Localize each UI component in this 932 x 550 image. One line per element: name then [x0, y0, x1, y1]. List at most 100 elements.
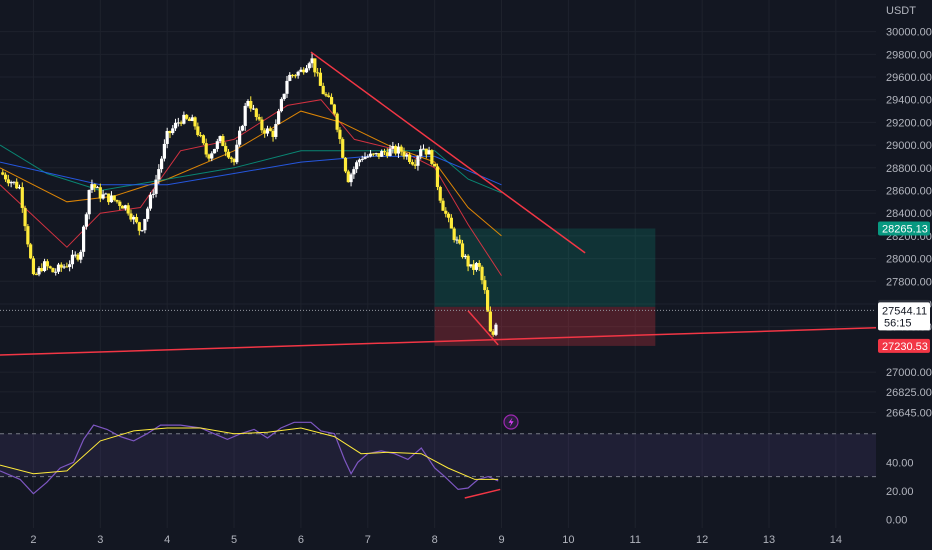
candle-body: [346, 171, 350, 183]
candle-body: [56, 264, 61, 272]
candle-body: [260, 119, 264, 131]
candle-body: [157, 169, 161, 180]
last-price-label: 27544.11: [882, 305, 927, 317]
candle-body: [327, 95, 331, 98]
candle-body: [9, 182, 13, 184]
candle-body: [160, 158, 164, 170]
candle-body: [288, 74, 292, 81]
candle-body: [212, 148, 217, 154]
candle-body: [430, 150, 434, 164]
candle-body: [438, 186, 442, 201]
candle-body: [302, 69, 306, 73]
time-tick-label: 6: [298, 534, 304, 546]
currency-label: USDT: [886, 5, 916, 17]
candle-body: [357, 159, 362, 163]
candle-body: [59, 264, 63, 268]
price-tick-label: 30000.00: [886, 27, 932, 39]
candle-body: [263, 130, 267, 134]
candle-body: [424, 148, 428, 155]
candle-body: [118, 201, 122, 206]
candle-body: [277, 111, 281, 125]
candle-body: [310, 58, 314, 64]
price-axis[interactable]: 30000.00 29800.00 29600.00 29400.00 29200.00…: [878, 27, 932, 527]
price-tick-label: 28000.00: [886, 254, 932, 266]
candle-body: [299, 69, 303, 72]
time-tick-label: 8: [432, 534, 438, 546]
trendline[interactable]: [310, 51, 586, 254]
candle-body: [265, 128, 270, 134]
candle-body: [360, 158, 364, 160]
candle-body: [285, 80, 289, 94]
rsi-divergence-line[interactable]: [464, 488, 501, 499]
candle-body: [385, 152, 389, 156]
candle-body: [196, 126, 200, 136]
price-tick-label: 28400.00: [886, 208, 932, 220]
candle-body: [329, 97, 334, 105]
candle-body: [240, 125, 245, 131]
candle-body: [42, 261, 47, 272]
candle-body: [3, 174, 8, 180]
candle-body: [182, 114, 186, 124]
candle-body: [455, 239, 459, 241]
price-pane[interactable]: [0, 0, 877, 528]
time-tick-label: 2: [30, 534, 36, 546]
moving-average-line: [0, 110, 502, 237]
time-tick-label: 11: [630, 534, 641, 546]
candle-body: [394, 146, 398, 154]
candle-body: [321, 85, 325, 95]
price-tag[interactable]: [878, 221, 930, 236]
rsi-pane[interactable]: [0, 421, 876, 499]
candle-body: [282, 93, 286, 100]
countdown-label: 56:15: [884, 317, 912, 329]
candle-body: [176, 122, 180, 124]
candle-body: [199, 135, 203, 137]
candle-body: [313, 58, 317, 73]
candle-body: [324, 94, 328, 96]
candle-body: [215, 141, 219, 149]
price-tag[interactable]: [878, 338, 930, 353]
candle-body: [352, 169, 356, 175]
long-position-stop-zone[interactable]: [434, 306, 656, 346]
candle-body: [87, 189, 91, 215]
candle-body: [84, 214, 88, 227]
candle-body: [12, 181, 16, 183]
candle-body: [120, 205, 125, 209]
candle-body: [491, 331, 495, 335]
last-price-tag[interactable]: [878, 302, 930, 331]
candle-body: [477, 263, 481, 267]
trendline[interactable]: [467, 310, 499, 346]
lightning-icon[interactable]: [503, 414, 519, 430]
rsi-tick-label: 0.00: [886, 514, 907, 526]
long-position-profit-zone[interactable]: [434, 228, 656, 307]
candle-body: [254, 108, 258, 117]
candle-body: [366, 156, 370, 158]
price-tick-label: 29200.00: [886, 117, 932, 129]
candle-body: [101, 194, 105, 199]
moving-average-line: [0, 144, 502, 194]
candle-body: [65, 266, 69, 268]
time-axis[interactable]: 2 3 4 5 6 7 8 9 10 11 12 13 14: [30, 534, 842, 546]
candle-body: [129, 213, 133, 220]
price-tag-label: 27230.53: [882, 341, 928, 353]
candle-body: [132, 216, 136, 220]
candle-body: [6, 179, 10, 184]
candle-body: [224, 146, 228, 152]
candle-body: [93, 184, 97, 188]
candle-body: [154, 179, 158, 194]
candle-body: [34, 274, 38, 276]
candle-body: [332, 104, 336, 114]
candle-body: [179, 122, 183, 124]
candle-body: [238, 130, 242, 145]
rsi-tick-label: 20.00: [886, 486, 914, 498]
candle-body: [304, 68, 309, 73]
candle-body: [48, 266, 52, 268]
candle-body: [466, 255, 470, 267]
candle-body: [29, 244, 33, 259]
candle-body: [168, 131, 172, 134]
candle-body: [123, 205, 127, 209]
candle-body: [143, 218, 147, 231]
trendline[interactable]: [0, 327, 877, 356]
price-tick-label: 26645.00: [886, 407, 932, 419]
candle-body: [79, 251, 83, 260]
